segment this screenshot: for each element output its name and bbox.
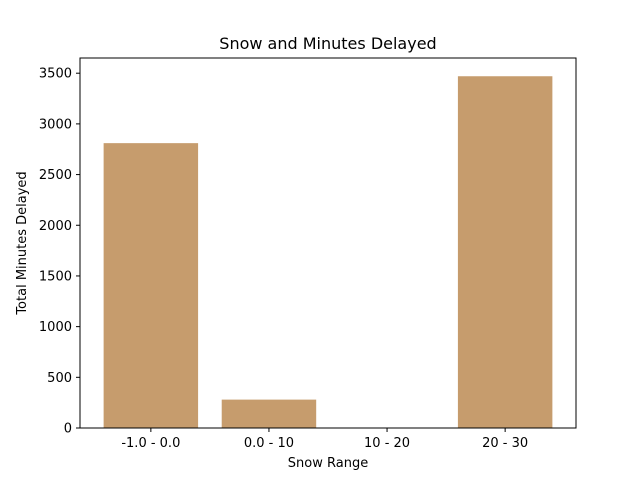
x-tick-label: 0.0 - 10 — [244, 436, 294, 451]
x-tick-label: 20 - 30 — [482, 436, 528, 451]
x-tick-label: 10 - 20 — [364, 436, 410, 451]
y-tick-label: 500 — [47, 371, 72, 386]
y-tick-label: 3500 — [39, 67, 72, 82]
bars-group — [103, 76, 553, 428]
y-tick-label: 2000 — [39, 219, 72, 234]
y-axis-label: Total Minutes Delayed — [15, 171, 30, 315]
x-axis-label: Snow Range — [288, 456, 368, 471]
chart-title: Snow and Minutes Delayed — [219, 34, 436, 53]
x-axis-ticks: -1.0 - 0.0 0.0 - 10 10 - 20 20 - 30 — [121, 428, 528, 451]
bar-1 — [221, 399, 317, 428]
y-tick-label: 1500 — [39, 269, 72, 284]
y-axis-ticks: 0 500 1000 1500 2000 2500 3000 3500 — [39, 67, 80, 437]
bar-3 — [457, 76, 553, 428]
y-tick-label: 0 — [64, 422, 72, 437]
bar-0 — [103, 143, 199, 428]
y-tick-label: 3000 — [39, 117, 72, 132]
plot-frame — [79, 57, 577, 429]
x-tick-label: -1.0 - 0.0 — [121, 436, 180, 451]
y-tick-label: 1000 — [39, 320, 72, 335]
y-tick-label: 2500 — [39, 168, 72, 183]
